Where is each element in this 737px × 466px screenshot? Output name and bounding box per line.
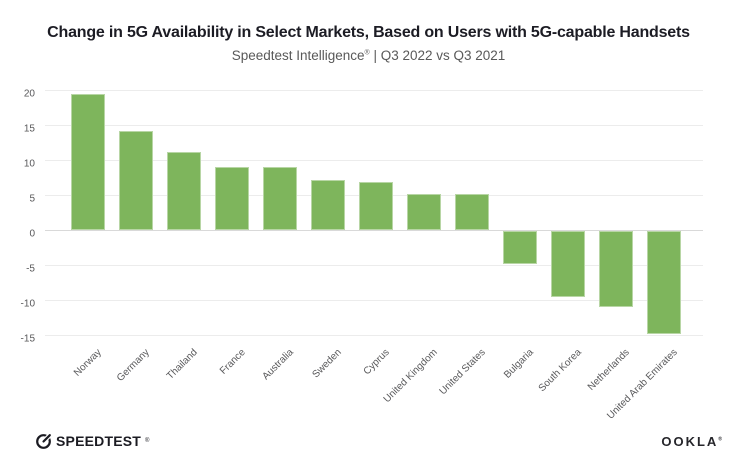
bar-norway xyxy=(71,93,105,230)
y-axis-tick-label: 0 xyxy=(29,228,35,240)
bar-bulgaria xyxy=(503,231,537,264)
bar-thailand xyxy=(167,151,201,230)
y-axis-tick-label: -5 xyxy=(26,263,35,275)
speedometer-gauge-icon xyxy=(35,432,52,450)
y-axis-tick-label: 5 xyxy=(29,193,35,205)
y-axis-tick-label: 20 xyxy=(23,88,35,100)
gridline xyxy=(45,265,703,266)
speedtest-wordmark: SPEEDTEST xyxy=(56,433,142,449)
ookla-wordmark: OOKLA xyxy=(661,433,719,449)
bar-australia xyxy=(263,167,297,230)
bar-united-states xyxy=(455,193,489,230)
subtitle-period: | Q3 2022 vs Q3 2021 xyxy=(369,48,506,63)
x-axis: Norway Germany Thailand France Australia Swed… xyxy=(45,85,703,422)
y-axis-tick-label: 10 xyxy=(23,158,35,170)
y-axis-tick-label: 15 xyxy=(23,123,35,135)
bar-cyprus xyxy=(359,181,393,230)
subtitle-brand: Speedtest Intelligence xyxy=(231,48,365,63)
gridline xyxy=(45,160,703,161)
gridline xyxy=(45,125,703,126)
y-axis-tick-label: -15 xyxy=(20,333,35,345)
chart-title: Change in 5G Availability in Select Mark… xyxy=(47,24,690,41)
zero-baseline xyxy=(45,230,703,231)
ookla-registered-mark: ® xyxy=(718,436,722,443)
bar-south-korea xyxy=(551,231,585,297)
bar-germany xyxy=(119,131,153,230)
gridline xyxy=(45,90,703,91)
plot-area xyxy=(45,85,703,350)
bar-united-kingdom xyxy=(407,193,441,230)
footer: SPEEDTEST ® OOKLA® xyxy=(35,428,722,454)
speedtest-logo: SPEEDTEST ® xyxy=(35,432,149,450)
gridline xyxy=(45,335,703,336)
bar-france xyxy=(215,167,249,230)
bar-netherlands xyxy=(599,231,633,308)
y-axis-tick-label: -10 xyxy=(20,298,35,310)
gridline xyxy=(45,300,703,301)
ookla-logo: OOKLA® xyxy=(661,434,722,449)
registered-trademark-mark: ® xyxy=(364,49,370,57)
y-axis: 20 15 10 5 0 -5 -10 -15 xyxy=(0,85,40,350)
bar-united-arab-emirates xyxy=(647,231,681,334)
chart-subtitle: Speedtest Intelligence® | Q3 2022 vs Q3 … xyxy=(0,48,737,63)
bar-sweden xyxy=(311,180,345,230)
